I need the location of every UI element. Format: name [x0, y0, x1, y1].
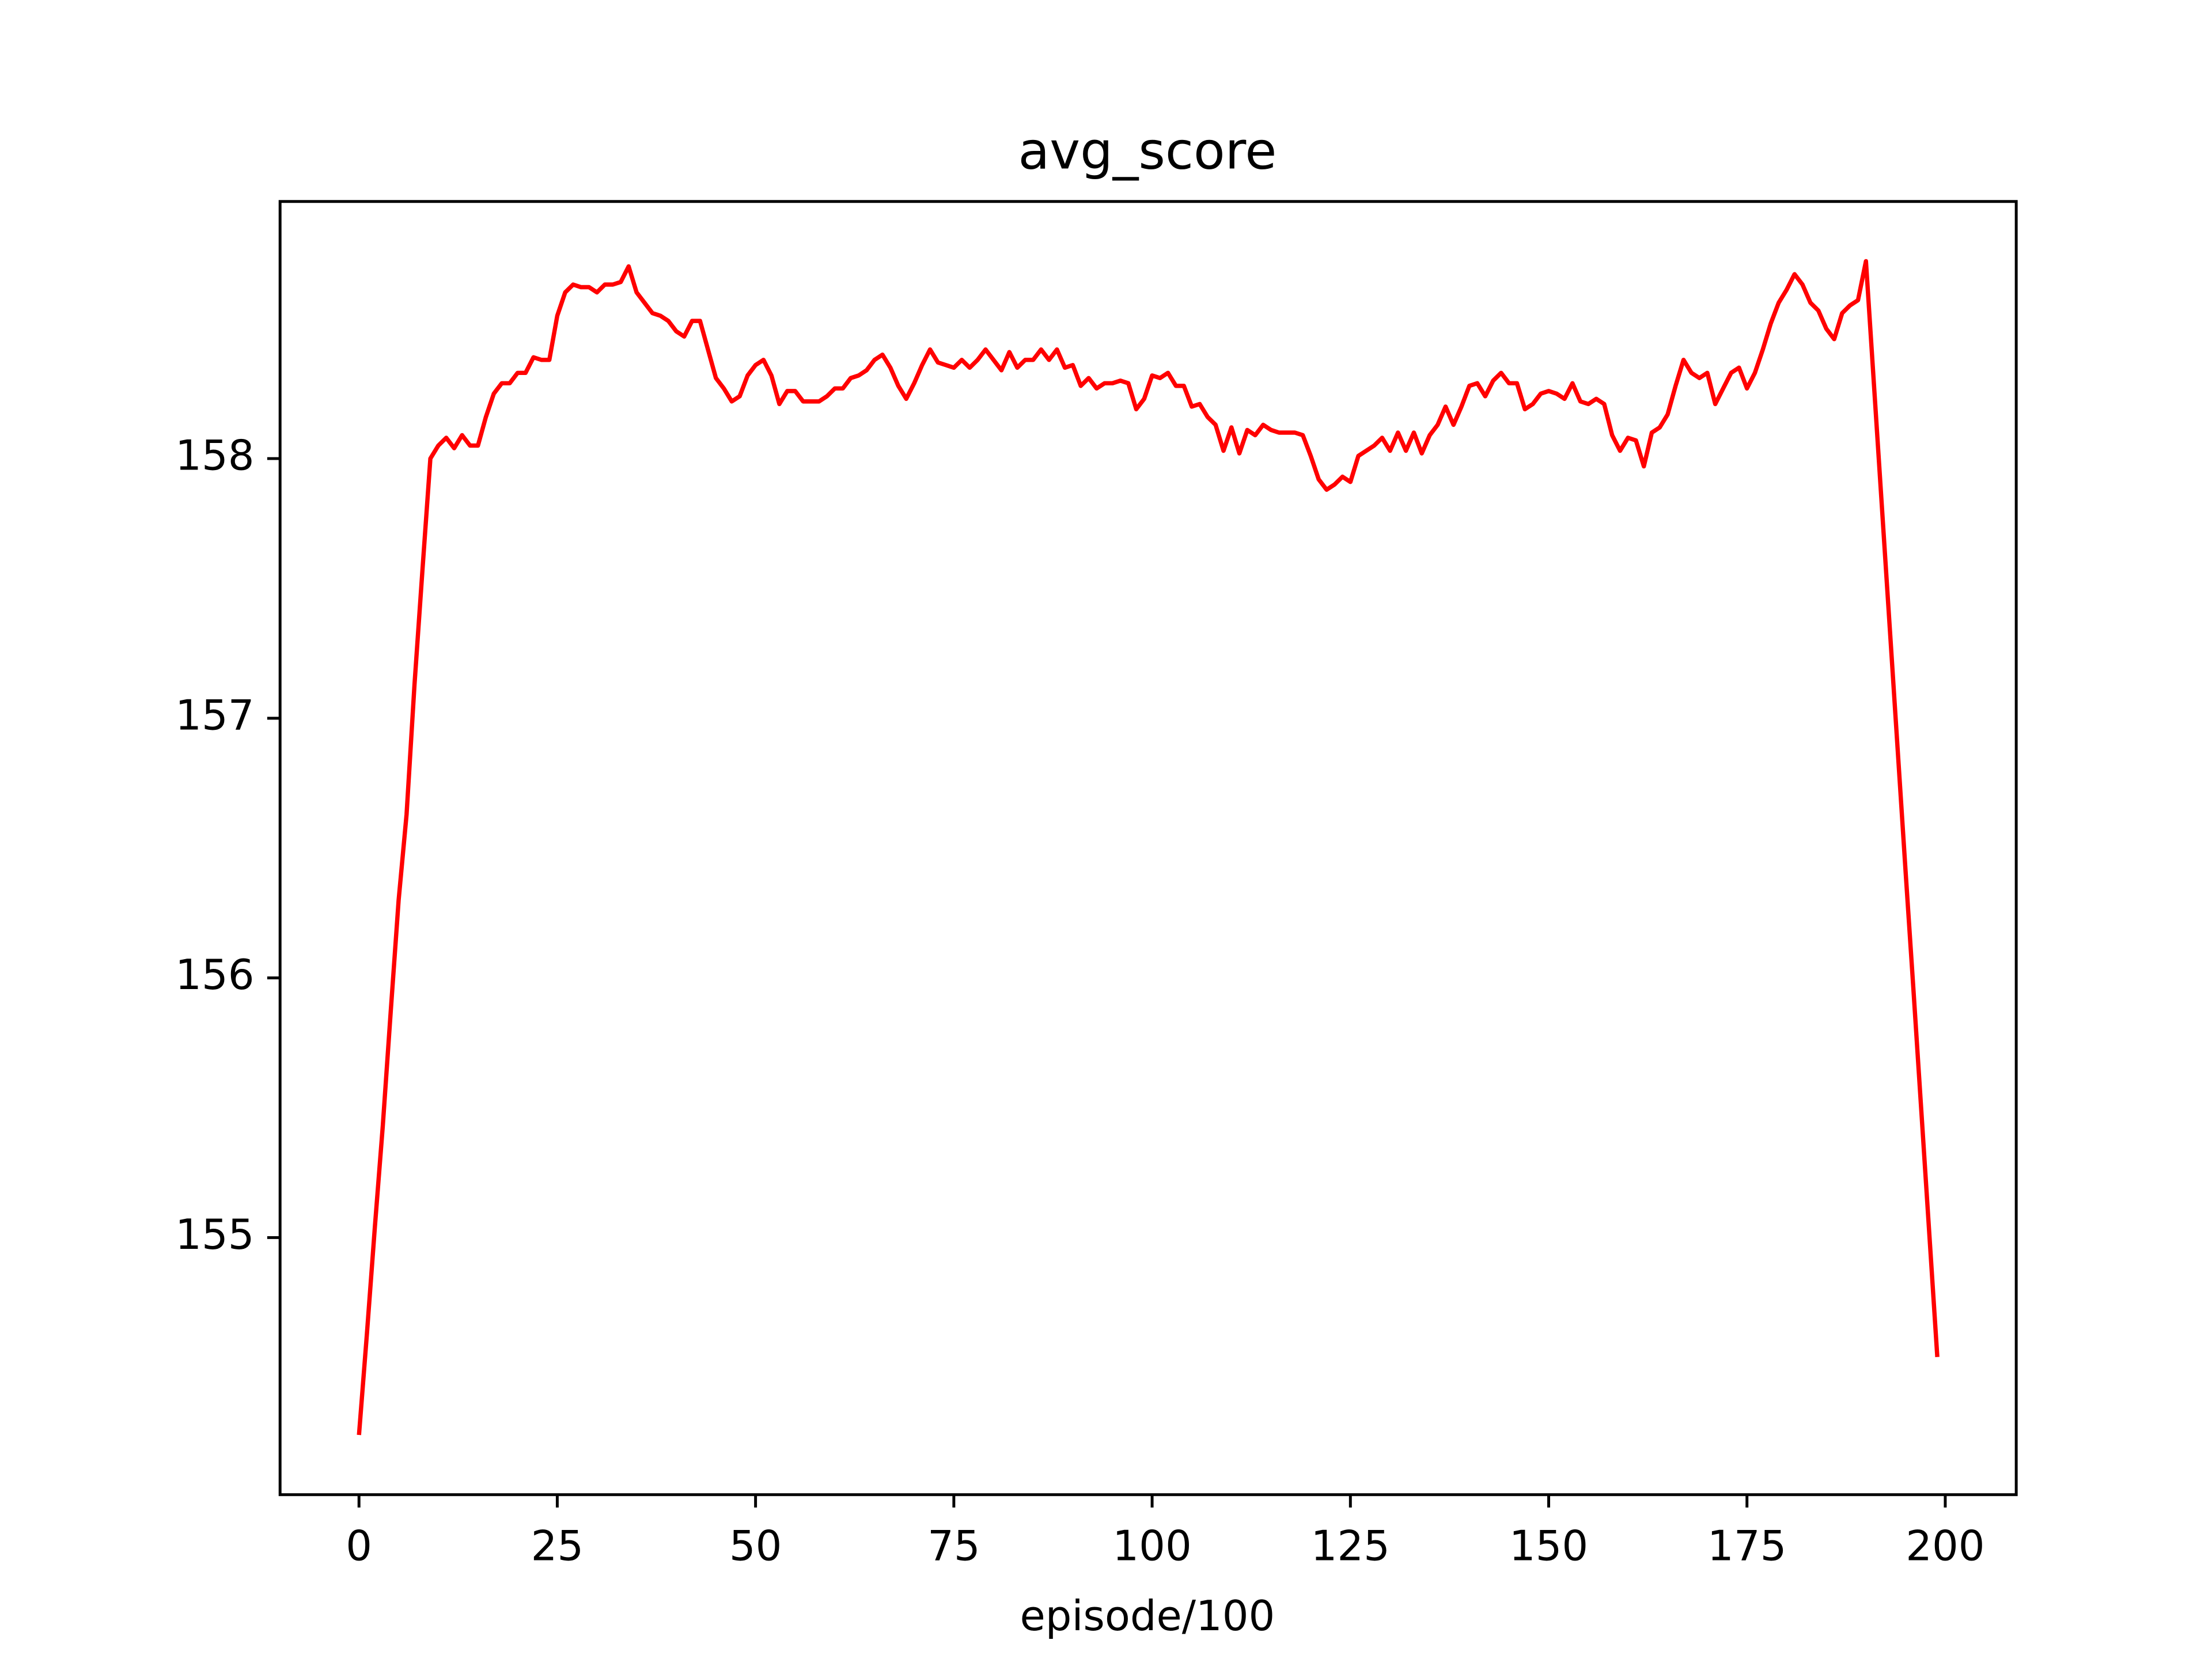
x-tick-label: 0 — [346, 1522, 372, 1570]
x-tick-label: 150 — [1509, 1522, 1588, 1570]
data-line — [357, 259, 1940, 1435]
x-axis-label: episode/100 — [1020, 1592, 1275, 1640]
chart-title: avg_score — [1018, 121, 1277, 181]
y-tick-label: 155 — [175, 1210, 254, 1259]
x-tick-label: 50 — [729, 1522, 782, 1570]
y-tick-label: 156 — [175, 950, 254, 999]
x-tick-label: 200 — [1906, 1522, 1984, 1570]
x-tick-label: 25 — [531, 1522, 584, 1570]
x-tick-label: 100 — [1112, 1522, 1191, 1570]
plot-frame — [278, 200, 2018, 1497]
x-tick-label: 125 — [1311, 1522, 1390, 1570]
x-tick-label: 175 — [1707, 1522, 1786, 1570]
y-tick-label: 157 — [175, 691, 254, 739]
x-tick-label: 75 — [927, 1522, 980, 1570]
y-tick-label: 158 — [175, 431, 254, 480]
